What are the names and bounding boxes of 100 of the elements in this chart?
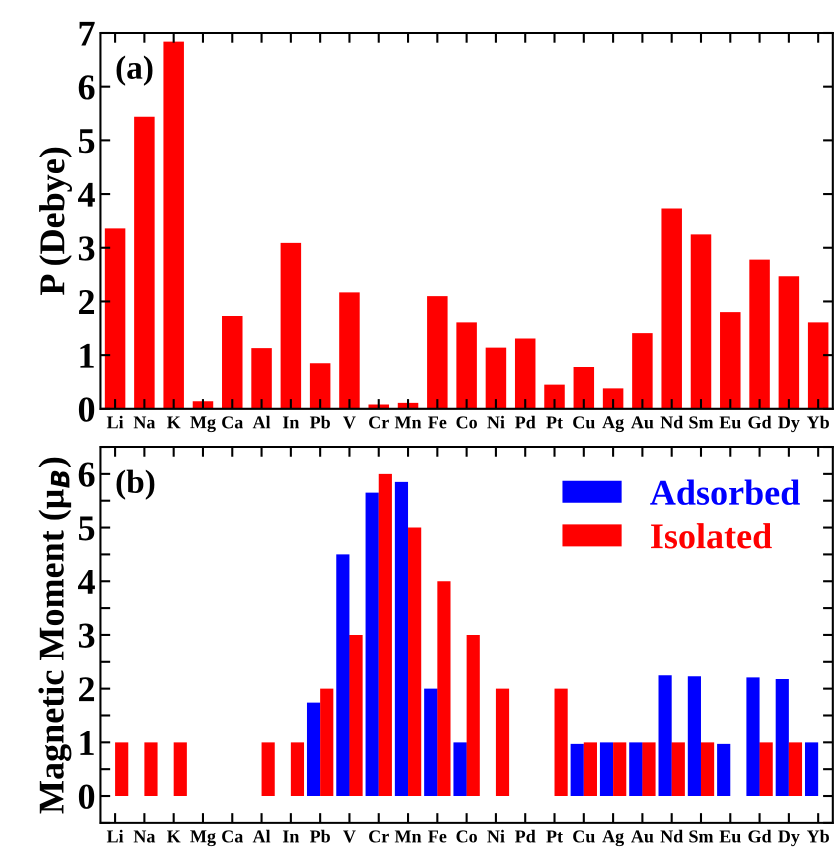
bar xyxy=(700,742,714,796)
bar xyxy=(427,296,448,409)
bar xyxy=(602,388,624,409)
bar xyxy=(658,675,672,796)
x-tick-label: Pb xyxy=(310,416,330,428)
y-tick-label: 1 xyxy=(80,731,94,755)
bar xyxy=(437,581,451,796)
bar xyxy=(642,742,656,796)
y-axis-title: P (Debye) xyxy=(39,148,72,295)
legend-label: Isolated xyxy=(651,523,772,549)
x-tick-label: V xyxy=(343,830,356,843)
bar xyxy=(629,742,642,796)
y-axis-title: Magnetic Moment (μ$_{B}$) xyxy=(38,458,72,814)
x-tick-label: Na xyxy=(134,830,156,843)
x-tick-label: Yb xyxy=(806,416,829,428)
bar xyxy=(366,492,379,796)
bar xyxy=(336,554,350,796)
x-tick-label: K xyxy=(166,416,181,428)
bar xyxy=(104,228,126,409)
y-tick-label: 5 xyxy=(78,129,94,154)
x-tick-label: Pt xyxy=(546,830,563,843)
bar xyxy=(280,242,302,409)
bar xyxy=(632,333,653,409)
x-tick-label: Ni xyxy=(487,416,505,428)
x-tick-label: Fe xyxy=(428,830,446,843)
bar xyxy=(456,322,477,409)
bar xyxy=(306,702,320,796)
x-tick-label: Eu xyxy=(720,830,741,843)
y-tick-label: 6 xyxy=(78,462,95,487)
x-tick-label: Sm xyxy=(689,416,714,428)
bar xyxy=(310,363,330,409)
bar xyxy=(222,316,243,409)
x-tick-label: K xyxy=(166,830,181,842)
bar xyxy=(808,322,828,409)
x-tick-label: Fe xyxy=(428,416,446,428)
bar xyxy=(544,384,565,409)
bar xyxy=(688,676,701,796)
bar xyxy=(661,208,682,409)
x-tick-label: Al xyxy=(252,416,270,428)
x-tick-label: Pd xyxy=(514,416,536,428)
bar xyxy=(600,742,614,796)
bar xyxy=(584,742,597,796)
y-tick-label: 5 xyxy=(78,516,94,540)
bar xyxy=(394,482,408,796)
bar xyxy=(134,116,155,409)
annotation: (a) xyxy=(116,56,152,86)
x-tick-label: Nd xyxy=(660,830,684,843)
x-tick-label: Nd xyxy=(660,416,684,428)
bar xyxy=(424,688,438,796)
x-tick-label: Cr xyxy=(369,416,389,428)
x-tick-label: Mg xyxy=(190,416,216,432)
x-tick-label: Mn xyxy=(394,830,422,842)
x-tick-label: Dy xyxy=(778,830,800,846)
bar xyxy=(349,634,363,796)
bar xyxy=(776,678,789,796)
y-tick-label: 1 xyxy=(80,344,94,368)
bar xyxy=(760,742,773,796)
x-tick-label: Li xyxy=(106,830,124,842)
y-tick-label: 3 xyxy=(78,236,94,261)
x-tick-label: Cu xyxy=(573,416,595,429)
bar xyxy=(486,348,506,409)
annotation: (b) xyxy=(116,470,154,500)
bar xyxy=(746,677,760,796)
x-tick-label: Mn xyxy=(394,416,422,428)
bar xyxy=(720,312,741,409)
bar xyxy=(804,742,818,796)
bar xyxy=(339,292,360,409)
bar xyxy=(174,742,187,796)
bar xyxy=(514,338,536,409)
bar xyxy=(749,260,770,409)
x-tick-label: Yb xyxy=(806,830,829,843)
x-tick-label: In xyxy=(282,416,300,428)
x-tick-label: Co xyxy=(456,830,477,843)
bar xyxy=(613,742,626,796)
x-tick-label: Ni xyxy=(487,830,505,842)
x-tick-label: Pb xyxy=(310,830,330,843)
x-tick-label: Ca xyxy=(222,830,244,843)
x-tick-label: Au xyxy=(631,830,654,843)
y-tick-label: 0 xyxy=(78,784,94,809)
bar xyxy=(778,276,800,409)
x-tick-label: Pt xyxy=(546,416,563,428)
bar xyxy=(408,528,422,796)
bar xyxy=(290,742,304,796)
bar xyxy=(496,688,510,796)
bar xyxy=(554,688,568,796)
x-tick-label: Ag xyxy=(602,416,624,432)
y-tick-label: 4 xyxy=(78,182,95,207)
x-tick-label: Mg xyxy=(190,830,216,846)
bar xyxy=(466,634,480,796)
x-tick-label: V xyxy=(343,416,356,429)
x-tick-label: Ag xyxy=(602,830,624,846)
x-tick-label: Na xyxy=(134,416,156,428)
bar xyxy=(163,42,184,409)
y-tick-label: 4 xyxy=(78,570,95,594)
x-tick-label: Cr xyxy=(369,830,389,843)
x-tick-label: Cu xyxy=(573,830,595,843)
bar xyxy=(574,366,594,409)
bar xyxy=(378,474,392,796)
x-tick-label: Dy xyxy=(778,416,800,432)
bar xyxy=(453,742,467,796)
